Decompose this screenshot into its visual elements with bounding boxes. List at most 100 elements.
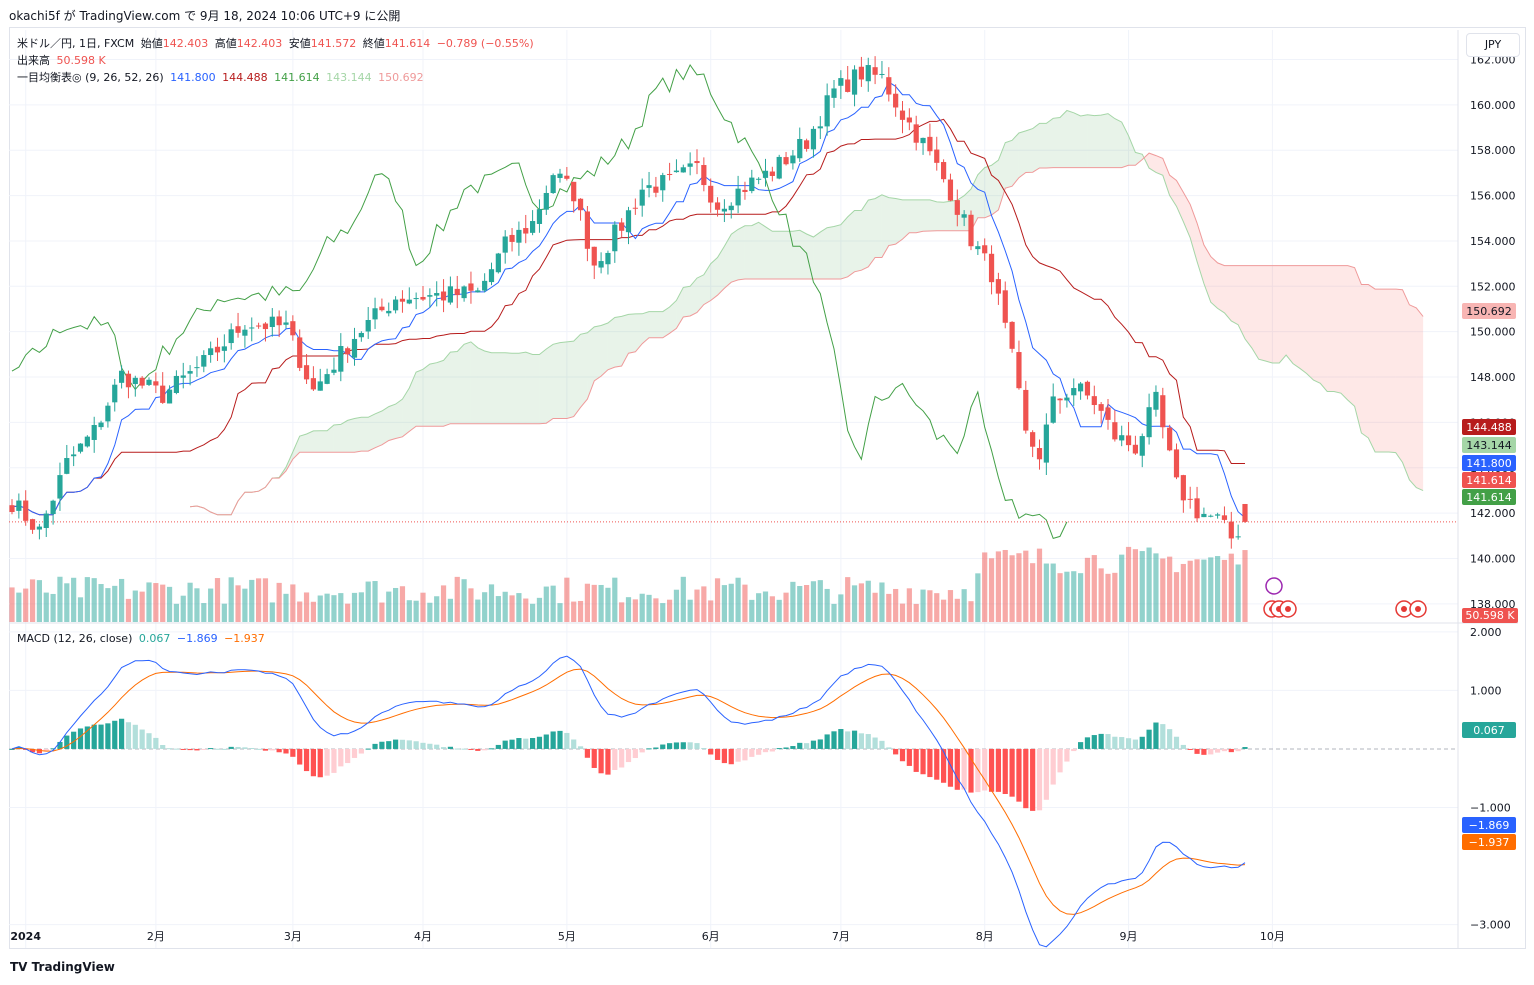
macd-histogram-bar bbox=[769, 748, 775, 752]
candle-body bbox=[283, 322, 289, 325]
time-axis-label: 2024 bbox=[10, 930, 41, 943]
volume-bar bbox=[762, 591, 769, 622]
macd-histogram-bar bbox=[1187, 748, 1193, 750]
volume-bar bbox=[112, 585, 118, 622]
candle-body bbox=[1132, 444, 1138, 454]
macd-legend[interactable]: MACD (12, 26, close) 0.067 −1.869 −1.937 bbox=[17, 632, 268, 645]
volume-bar bbox=[947, 590, 954, 622]
macd-histogram-bar bbox=[838, 729, 844, 749]
macd-signal-line bbox=[11, 668, 1246, 915]
cloud-segment bbox=[512, 353, 519, 424]
candle-body bbox=[941, 162, 947, 180]
candle-body bbox=[701, 165, 707, 186]
cloud-segment bbox=[765, 226, 773, 280]
volume-bar bbox=[502, 591, 508, 622]
candle-body bbox=[1105, 407, 1111, 420]
macd-histogram-bar bbox=[577, 746, 584, 749]
volume-bar bbox=[1180, 563, 1186, 622]
macd-histogram-bar bbox=[1146, 729, 1152, 749]
candle-body bbox=[817, 126, 823, 129]
cloud-segment bbox=[697, 274, 704, 313]
volume-label: 出来高 bbox=[17, 54, 50, 67]
candle-body bbox=[879, 73, 885, 75]
volume-bar bbox=[331, 595, 337, 622]
candle-body bbox=[187, 371, 193, 374]
macd-tag-bg bbox=[1462, 817, 1516, 833]
footer-brand[interactable]: 𝗧𝗩 TradingView bbox=[10, 960, 115, 974]
macd-histogram-bar bbox=[317, 748, 323, 778]
macd-histogram-bar bbox=[1002, 748, 1008, 794]
candle-body bbox=[906, 117, 912, 123]
candle-body bbox=[516, 229, 522, 243]
candle-body bbox=[968, 214, 974, 247]
volume-bar bbox=[57, 576, 63, 622]
candle-body bbox=[201, 355, 207, 367]
macd-histogram-bar bbox=[632, 748, 638, 759]
volume-bar bbox=[1016, 553, 1022, 622]
publish-header: okachi5f が TradingView.com で 9月 18, 2024… bbox=[9, 9, 401, 23]
macd-histogram-bar bbox=[879, 740, 885, 749]
macd-histogram-bar bbox=[687, 742, 693, 749]
macd-histogram-bar bbox=[1180, 744, 1186, 749]
volume-bar bbox=[1002, 549, 1008, 622]
cloud-segment bbox=[402, 387, 410, 437]
candle-body bbox=[1084, 381, 1091, 396]
volume-bar bbox=[1009, 555, 1015, 622]
cloud-segment bbox=[477, 347, 485, 424]
macd-histogram-bar bbox=[543, 734, 549, 749]
macd-histogram-bar bbox=[180, 748, 186, 750]
candle-body bbox=[954, 200, 960, 215]
volume-bar bbox=[776, 599, 782, 622]
macd-histogram-bar bbox=[9, 748, 15, 750]
volume-bar bbox=[941, 599, 947, 622]
macd-histogram-bar bbox=[509, 739, 515, 749]
macd-histogram-bar bbox=[91, 724, 97, 749]
volume-bar bbox=[968, 601, 974, 622]
currency-button[interactable]: JPY bbox=[1466, 33, 1520, 57]
macd-histogram-bar bbox=[290, 748, 296, 757]
candle-body bbox=[488, 269, 495, 283]
volume-tag-label: 50.598 K bbox=[1465, 609, 1515, 622]
macd-histogram-bar bbox=[1078, 742, 1084, 749]
volume-bar bbox=[290, 584, 296, 622]
cloud-segment bbox=[813, 232, 821, 280]
macd-tag-label: 0.067 bbox=[1473, 724, 1505, 737]
candle-body bbox=[139, 377, 145, 386]
cloud-segment bbox=[518, 352, 526, 424]
cloud-segment bbox=[1272, 265, 1280, 363]
candle-body bbox=[399, 298, 406, 302]
volume-bar bbox=[591, 584, 597, 622]
volume-bar bbox=[831, 603, 837, 622]
macd-histogram-bar bbox=[310, 748, 316, 777]
tenkan-value: 141.800 bbox=[170, 71, 216, 84]
cloud-segment bbox=[1053, 117, 1061, 168]
ichimoku-legend[interactable]: 一目均衡表◎ (9, 26, 52, 26) 141.800 144.488 1… bbox=[17, 69, 427, 85]
candle-body bbox=[386, 310, 392, 314]
volume-bar bbox=[721, 585, 727, 622]
candle-body bbox=[838, 78, 844, 86]
candle-body bbox=[1173, 449, 1180, 478]
macd-histogram-bar bbox=[324, 748, 330, 776]
macd-histogram-bar bbox=[413, 741, 419, 749]
candle-body bbox=[1016, 352, 1022, 389]
cloud-segment bbox=[1135, 152, 1143, 166]
macd-histogram-bar bbox=[1125, 738, 1132, 749]
macd-histogram-bar bbox=[653, 747, 659, 749]
volume-bar bbox=[64, 583, 70, 622]
candle-body bbox=[194, 367, 200, 369]
footer-brand-text: TradingView bbox=[31, 960, 115, 974]
macd-histogram-bar bbox=[1160, 724, 1166, 749]
cloud-segment bbox=[333, 424, 341, 453]
macd-histogram-bar bbox=[1228, 748, 1234, 753]
cloud-segment bbox=[299, 434, 307, 453]
cloud-segment bbox=[1231, 265, 1239, 325]
candle-body bbox=[742, 189, 748, 192]
volume-legend[interactable]: 出来高 50.598 K bbox=[17, 52, 109, 68]
volume-bar bbox=[1132, 549, 1138, 622]
macd-histogram-bar bbox=[139, 729, 145, 749]
candle-body bbox=[632, 207, 638, 209]
candle-body bbox=[502, 236, 508, 253]
symbol-name[interactable]: 米ドル／円, 1日, FXCM bbox=[17, 37, 135, 50]
macd-histogram-bar bbox=[646, 748, 652, 750]
